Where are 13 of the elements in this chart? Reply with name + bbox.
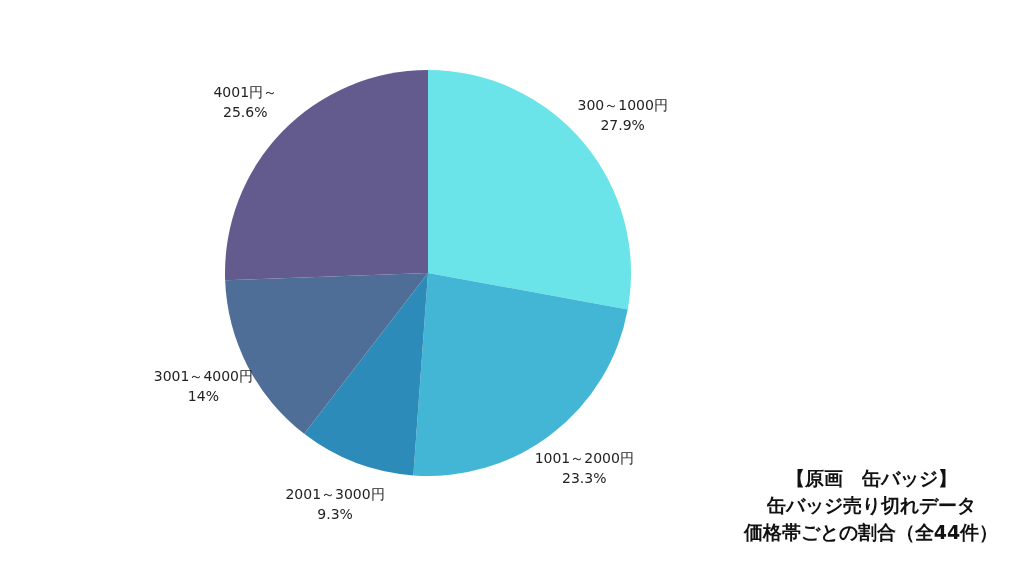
slice-label: 1001～2000円 [534,450,634,467]
slice-label: 4001円～ [213,83,278,100]
slice-label: 2001～3000円 [285,485,385,502]
data-label: 9.3% [317,505,353,522]
data-label: 27.9% [600,116,645,133]
data-label: 14% [187,388,219,405]
data-label: 25.6% [222,103,268,120]
text: 【原画 缶バッジ】 [785,466,957,489]
slice-label: 3001～4000円 [153,368,254,385]
text: 缶バッジ売り切れデータ [765,493,976,516]
data-label: 23.3% [562,470,607,487]
slice-label: 300～1000円 [577,96,668,113]
text: 価格帯ごとの割合（全44件） [742,520,999,543]
